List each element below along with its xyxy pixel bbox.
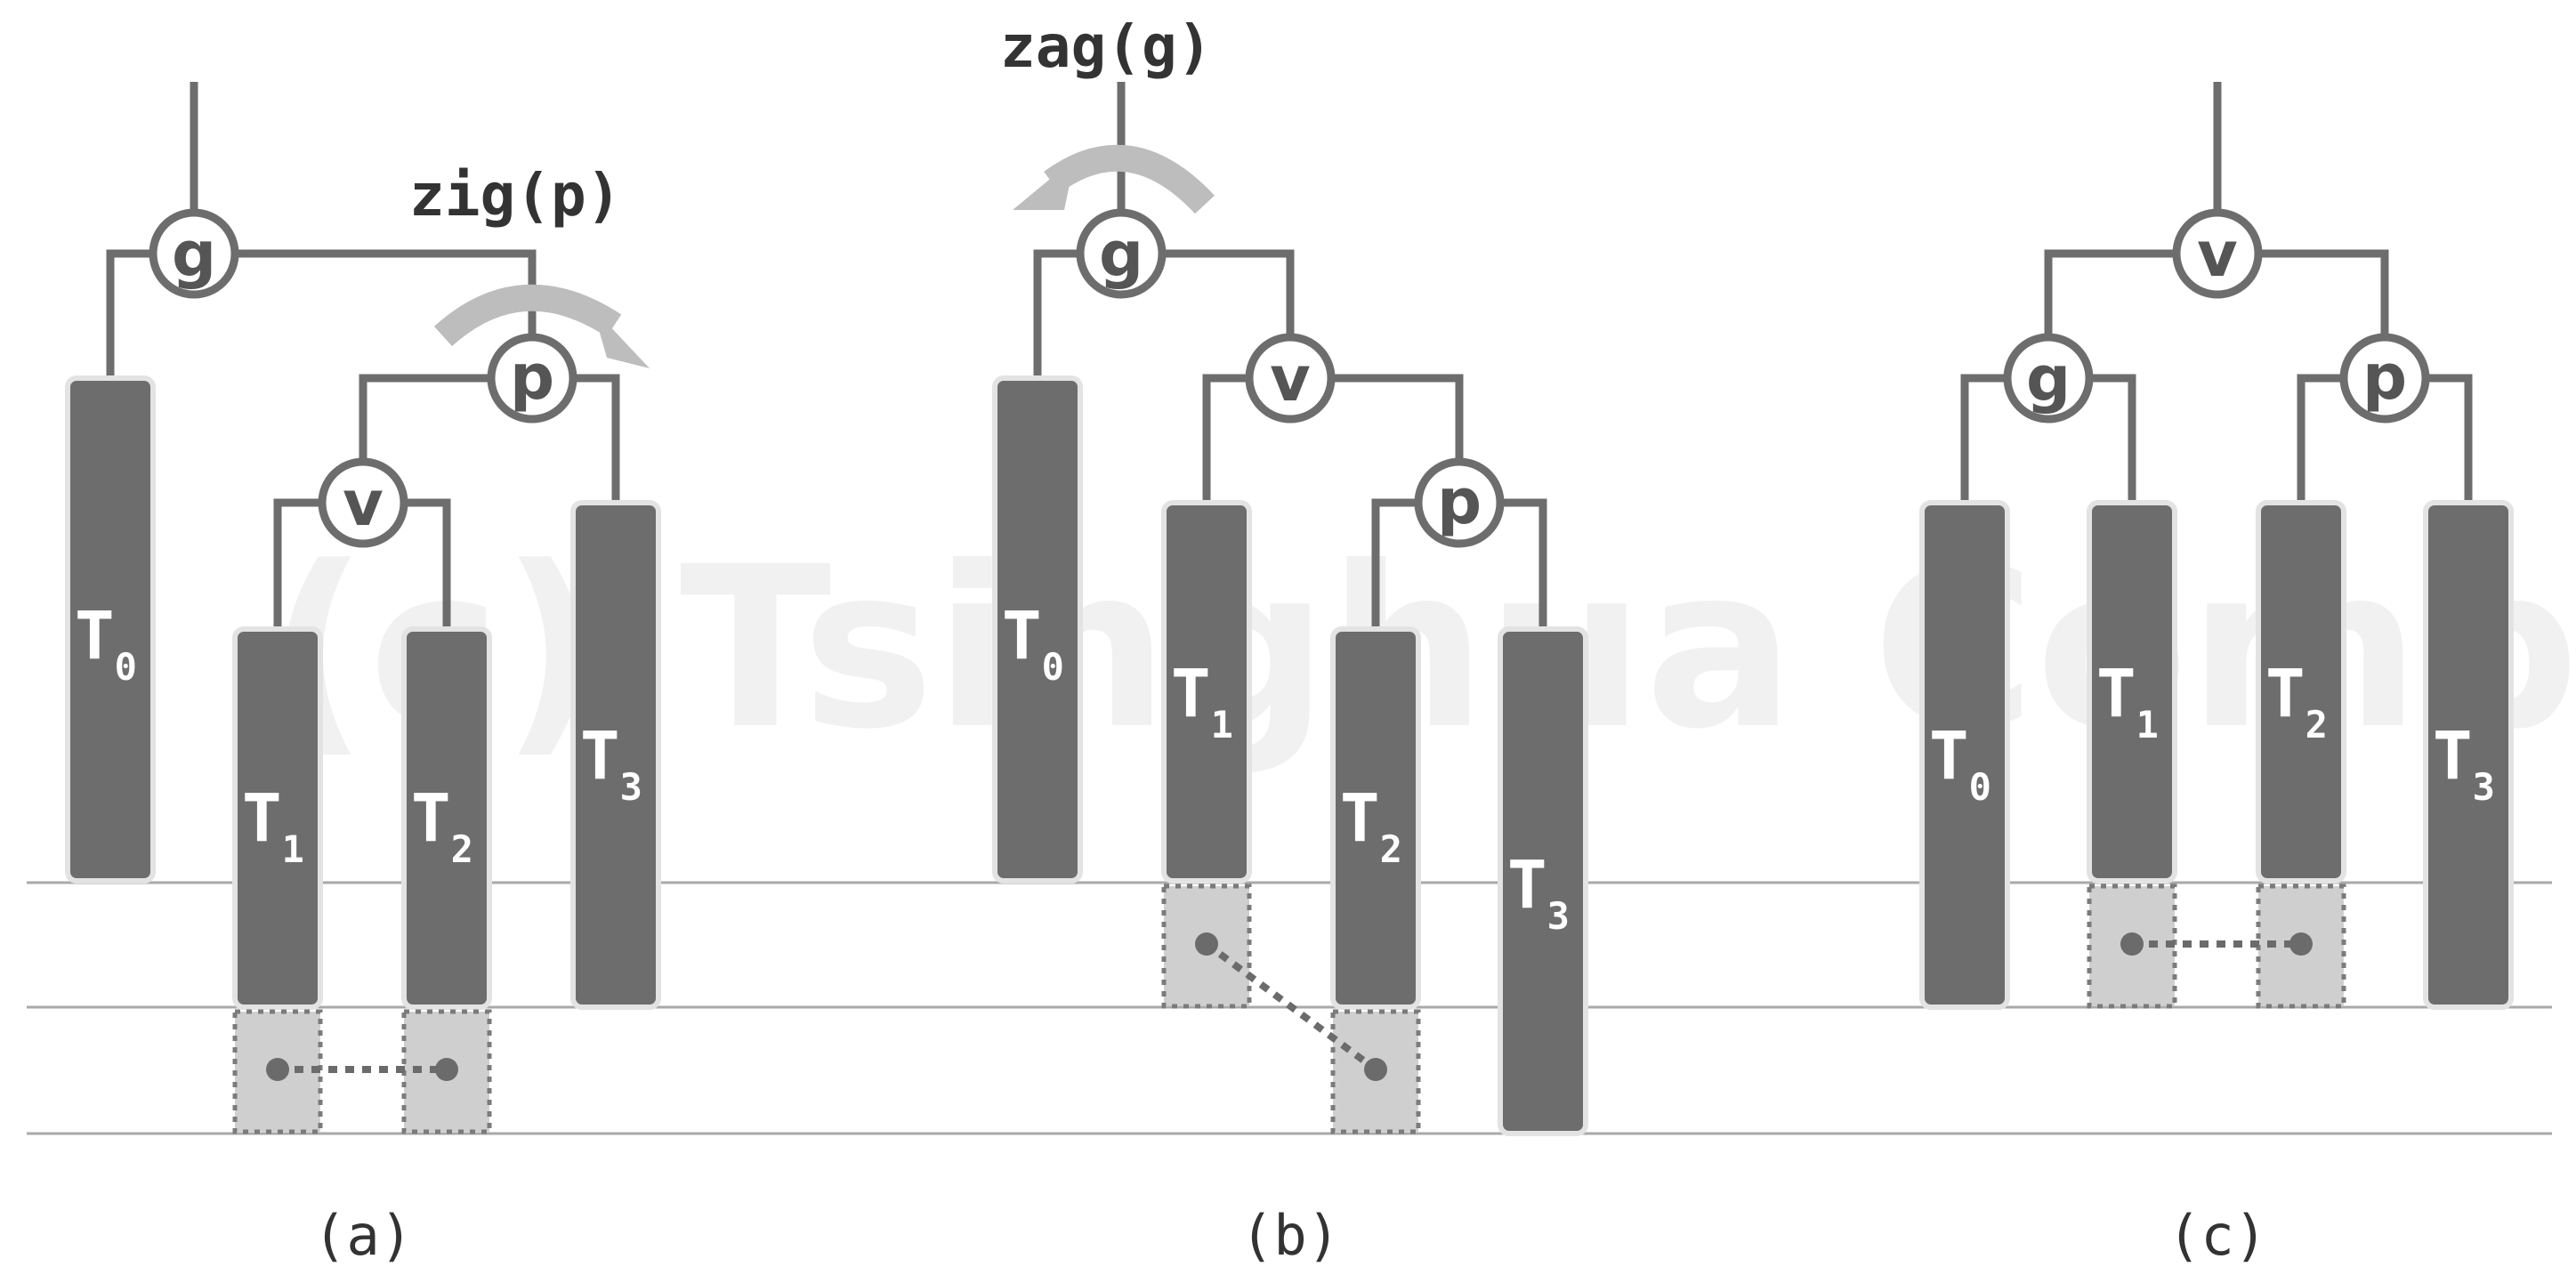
subtree-label-t2: T2 — [411, 780, 473, 871]
panel-a: T0 T1 T2 T3 zig(p) g p v (a) — [65, 82, 661, 1268]
node-label-g: g — [2026, 343, 2071, 416]
subtree-label-t2: T2 — [2265, 656, 2328, 746]
rotation-arrowhead-zag — [1013, 158, 1075, 210]
extension-dot-t2 — [1364, 1058, 1387, 1081]
subtree-bar-t2 — [1330, 626, 1421, 1010]
subtree-bar-t2 — [2256, 500, 2346, 884]
subtree-bar-t3 — [1498, 626, 1588, 1136]
node-label-p: p — [2362, 341, 2407, 414]
node-label-g: g — [1099, 218, 1143, 291]
extension-dot-t1 — [1195, 932, 1218, 956]
subtree-label-t0: T0 — [75, 598, 137, 689]
node-v — [1245, 333, 1336, 424]
extension-dot-t2 — [2289, 932, 2313, 956]
node-label-p: p — [1437, 465, 1482, 538]
subtree-bar-t1 — [232, 626, 323, 1010]
subtree-bar-t1 — [2087, 500, 2177, 884]
subtree-label-t0: T0 — [1002, 598, 1064, 689]
node-label-v: v — [2197, 218, 2238, 291]
node-v — [318, 457, 408, 548]
operation-label-zig: zig(p) — [409, 161, 621, 230]
node-v — [2172, 208, 2263, 299]
subtree-bar-t1 — [1161, 500, 1252, 884]
subtree-bar-t2 — [401, 626, 492, 1010]
node-p — [1414, 457, 1505, 548]
subtree-label-t0: T0 — [1929, 718, 1991, 809]
node-g — [2003, 333, 2094, 424]
extension-dot-t1 — [2120, 932, 2144, 956]
subtree-bar-t3 — [570, 500, 661, 1010]
extension-link — [1204, 940, 1378, 1073]
panel-caption-b: (b) — [1240, 1203, 1340, 1268]
node-label-v: v — [1270, 343, 1311, 416]
extension-dot-t1 — [266, 1058, 289, 1081]
rotation-arrow-zag — [1044, 144, 1215, 214]
panel-c: T0 T1 T2 T3 v g p (c) — [1919, 82, 2514, 1268]
rotation-arrow-zig — [433, 284, 622, 347]
panel-caption-c: (c) — [2168, 1203, 2267, 1268]
panel-caption-a: (a) — [313, 1203, 413, 1268]
node-label-g: g — [172, 218, 216, 291]
node-p — [2339, 333, 2430, 424]
subtree-label-t1: T1 — [242, 780, 304, 871]
subtree-label-t1: T1 — [2096, 656, 2159, 746]
node-g — [149, 208, 239, 299]
subtree-bar-t0 — [65, 375, 156, 884]
subtree-bar-t0 — [1919, 500, 2010, 1010]
subtree-label-t3: T3 — [580, 718, 642, 809]
node-p — [487, 333, 577, 424]
subtree-label-t3: T3 — [2433, 718, 2495, 809]
subtree-label-t3: T3 — [1507, 847, 1570, 938]
edge-g-children — [106, 249, 537, 378]
rotation-arrowhead-zig — [593, 308, 650, 368]
panel-b: T0 T1 T2 T3 zag(g) g v p (b) — [992, 12, 1588, 1268]
subtree-bar-t0 — [992, 375, 1083, 884]
subtree-label-t2: T2 — [1340, 780, 1402, 871]
subtree-bar-t3 — [2423, 500, 2514, 1010]
node-label-v: v — [343, 467, 384, 540]
node-g — [1076, 208, 1167, 299]
operation-label-zag: zag(g) — [1000, 12, 1212, 81]
node-label-p: p — [510, 341, 554, 414]
extension-dot-t2 — [435, 1058, 458, 1081]
subtree-label-t1: T1 — [1171, 656, 1233, 746]
